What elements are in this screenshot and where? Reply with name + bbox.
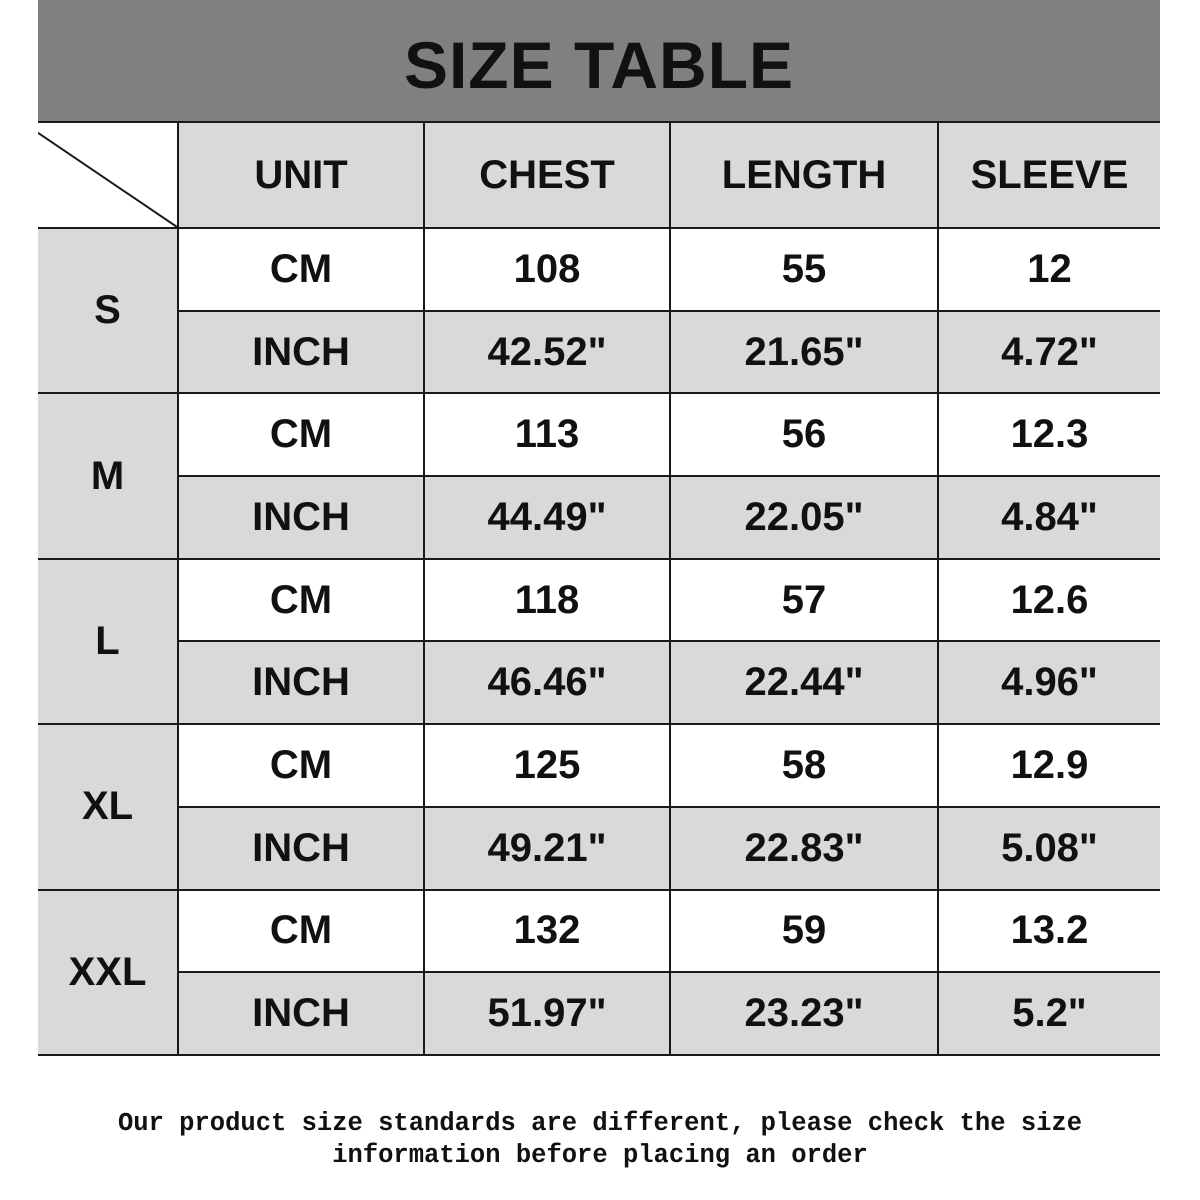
table-row: INCH 46.46" 22.44" 4.96" [38,640,1160,726]
header-row: UNIT CHEST LENGTH SLEEVE [38,121,1160,229]
size-label: XXL [38,888,179,1056]
cell-sleeve: 4.96" [937,640,1160,726]
cell-length: 22.44" [669,640,939,726]
cell-sleeve: 13.2 [937,888,1160,974]
table-row: INCH 49.21" 22.83" 5.08" [38,805,1160,891]
cell-chest: 51.97" [423,971,671,1056]
size-label: XL [38,723,179,891]
cell-chest: 46.46" [423,640,671,726]
corner-cell [38,121,179,229]
page-title: SIZE TABLE [403,27,795,102]
cell-length: 21.65" [669,309,939,395]
cell-unit: CM [177,557,425,643]
cell-unit: INCH [178,475,425,560]
table-row: XXL CM 132 59 13.2 [38,888,1160,1056]
cell-unit: CM [177,227,425,312]
footer-line-2: information before placing an order [332,1141,868,1170]
table-row: L CM 118 57 12.6 [38,557,1160,726]
table-row: INCH 42.52" 21.65" 4.72" [38,309,1160,395]
cell-length: 56 [669,392,939,478]
size-table: UNIT CHEST LENGTH SLEEVE S CM 108 55 12 INCH 4… [38,121,1160,1056]
table-row: INCH 44.49" 22.05" 4.84" [38,475,1160,560]
table-row: INCH 51.97" 23.23" 5.2" [38,971,1160,1056]
cell-chest: 125 [423,723,671,808]
cell-chest: 132 [423,888,671,974]
header-length: LENGTH [669,121,939,229]
cell-unit: CM [177,392,425,478]
cell-sleeve: 12.6 [937,557,1160,643]
cell-sleeve: 4.72" [937,309,1160,395]
footer-line-1: Our product size standards are different… [117,1109,1083,1138]
cell-unit: CM [177,723,425,808]
cell-chest: 113 [423,392,671,478]
cell-length: 23.23" [669,971,939,1056]
size-label: M [38,392,179,560]
cell-unit: INCH [178,309,425,395]
table-row: M CM 113 56 12.3 [38,392,1160,560]
cell-unit: INCH [178,640,425,726]
diagonal-divider [38,132,177,227]
cell-length: 55 [669,227,939,312]
cell-unit: CM [177,888,425,974]
size-label: L [38,557,179,726]
cell-length: 58 [669,723,939,808]
cell-sleeve: 5.08" [937,805,1160,891]
cell-length: 59 [669,888,939,974]
cell-sleeve: 12.3 [937,392,1160,478]
header-sleeve: SLEEVE [937,121,1160,229]
footer-note: Our product size standards are different… [0,1108,1200,1172]
cell-sleeve: 4.84" [937,475,1160,560]
cell-chest: 42.52" [423,309,671,395]
header-unit: UNIT [177,121,425,229]
cell-chest: 44.49" [423,475,671,560]
table-row: XL CM 125 58 12.9 [38,723,1160,891]
table-row: S CM 108 55 12 [38,226,1160,395]
title-bar: SIZE TABLE [38,0,1160,121]
cell-chest: 118 [423,557,671,643]
size-label: S [38,226,179,395]
cell-unit: INCH [178,805,425,891]
header-chest: CHEST [423,121,671,229]
cell-unit: INCH [178,971,425,1056]
cell-chest: 108 [423,227,671,312]
cell-sleeve: 12.9 [937,723,1160,808]
cell-length: 22.05" [669,475,939,560]
cell-sleeve: 12 [937,227,1160,312]
cell-length: 22.83" [669,805,939,891]
cell-length: 57 [669,557,939,643]
cell-sleeve: 5.2" [937,971,1160,1056]
cell-chest: 49.21" [423,805,671,891]
